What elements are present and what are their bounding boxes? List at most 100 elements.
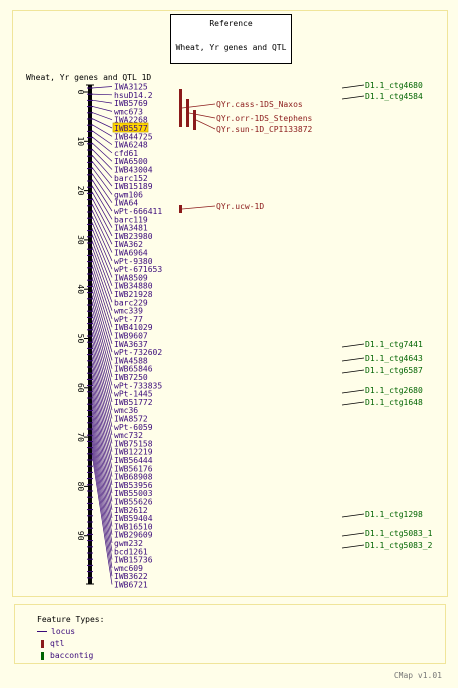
marker-label[interactable]: IWA3637 [114, 340, 148, 349]
contig-leader-line [341, 544, 365, 549]
marker-label[interactable]: IWB53956 [114, 481, 153, 490]
marker-label[interactable]: IWB44725 [114, 132, 153, 141]
contig-label[interactable]: D1.1_ctg4643 [365, 354, 423, 363]
marker-label[interactable]: IWB56176 [114, 464, 153, 473]
map-title[interactable]: Wheat, Yr genes and QTL 1D [26, 73, 152, 82]
qtl-label[interactable]: QYr.ucw-1D [216, 202, 264, 211]
marker-leader-line [91, 301, 113, 378]
marker-label[interactable]: barc152 [114, 174, 148, 183]
marker-leader-line [91, 344, 113, 436]
contig-label[interactable]: D1.1_ctg1298 [365, 510, 423, 519]
qtl-bar[interactable] [179, 205, 182, 213]
marker-leader-line [91, 441, 113, 568]
marker-label[interactable]: IWB12219 [114, 448, 153, 457]
marker-label[interactable]: IWB5577 [114, 124, 148, 133]
contig-label[interactable]: D1.1_ctg5083_1 [365, 529, 433, 538]
marker-label[interactable]: IWA8572 [114, 415, 148, 424]
marker-label[interactable]: hsuD14.2 [114, 91, 153, 100]
marker-label[interactable]: IWB23980 [114, 232, 153, 241]
contig-label[interactable]: D1.1_ctg5083_2 [365, 541, 433, 550]
marker-label[interactable]: IWB43004 [114, 166, 153, 175]
marker-leader-line [91, 399, 113, 510]
contig-label[interactable]: D1.1_ctg6587 [365, 366, 423, 375]
marker-label[interactable]: IWB5769 [114, 99, 148, 108]
marker-label[interactable]: IWB55626 [114, 498, 153, 507]
reference-map-name[interactable]: Wheat, Yr genes and QTL [175, 43, 287, 52]
qtl-leader-line [188, 112, 216, 119]
marker-leader-line [91, 142, 113, 162]
marker-label[interactable]: IWB2612 [114, 506, 148, 515]
marker-label[interactable]: gwm106 [114, 190, 143, 199]
marker-label[interactable]: wPt-6059 [114, 423, 153, 432]
marker-label[interactable]: wPt-1445 [114, 390, 153, 399]
marker-label[interactable]: gwm232 [114, 539, 143, 548]
marker-label[interactable]: IWB41029 [114, 323, 153, 332]
qtl-bar[interactable] [186, 99, 189, 127]
contig-label[interactable]: D1.1_ctg4584 [365, 92, 423, 101]
legend-box: Feature Types: locus qtl baccontig [14, 604, 446, 664]
marker-label[interactable]: bcd1261 [114, 547, 148, 556]
marker-label[interactable]: IWA8509 [114, 273, 148, 282]
marker-label[interactable]: barc119 [114, 215, 148, 224]
marker-label[interactable]: wPt-671653 [114, 265, 162, 274]
qtl-bar[interactable] [193, 110, 196, 130]
marker-label[interactable]: IWA6248 [114, 141, 148, 150]
marker-label[interactable]: IWB56444 [114, 456, 153, 465]
marker-label[interactable]: wmc339 [114, 307, 143, 316]
contig-leader-line [341, 401, 365, 406]
marker-label[interactable]: IWB3622 [114, 572, 148, 581]
marker-label[interactable]: cfd61 [114, 149, 138, 158]
marker-label[interactable]: IWA2268 [114, 116, 148, 125]
marker-label[interactable]: wmc609 [114, 564, 143, 573]
qtl-label[interactable]: QYr.orr-1DS_Stephens [216, 114, 313, 123]
marker-leader-line [91, 386, 113, 494]
marker-label[interactable]: wPt-666411 [114, 207, 162, 216]
marker-label[interactable]: wPt-77 [114, 315, 143, 324]
marker-leader-line [91, 338, 113, 427]
marker-label[interactable]: IWB55003 [114, 489, 153, 498]
marker-label[interactable]: IWB59404 [114, 514, 153, 523]
qtl-label[interactable]: QYr.cass-1DS_Naxos [216, 100, 303, 109]
marker-label[interactable]: IWB68908 [114, 473, 153, 482]
marker-label[interactable]: IWB21928 [114, 290, 153, 299]
marker-label[interactable]: IWB15736 [114, 556, 153, 565]
contig-label[interactable]: D1.1_ctg2680 [365, 386, 423, 395]
marker-leader-line [91, 417, 113, 535]
marker-label[interactable]: IWB16510 [114, 522, 153, 531]
marker-leader-line [91, 124, 113, 137]
contig-label[interactable]: D1.1_ctg7441 [365, 340, 423, 349]
contig-label[interactable]: D1.1_ctg4680 [365, 81, 423, 90]
marker-label[interactable]: wmc36 [114, 406, 138, 415]
marker-label[interactable]: IWA362 [114, 240, 143, 249]
marker-label[interactable]: wPt-732602 [114, 348, 162, 357]
marker-label[interactable]: IWB51772 [114, 398, 153, 407]
contig-leader-line [341, 357, 365, 362]
marker-label[interactable]: IWB29609 [114, 531, 153, 540]
marker-leader-line [91, 435, 113, 560]
marker-label[interactable]: wPt-733835 [114, 381, 162, 390]
marker-label[interactable]: IWB7250 [114, 373, 148, 382]
contig-leader-line [341, 84, 365, 89]
marker-label[interactable]: wmc673 [114, 107, 143, 116]
marker-label[interactable]: IWA64 [114, 199, 138, 208]
marker-label[interactable]: IWB9607 [114, 332, 148, 341]
marker-label[interactable]: IWB75158 [114, 439, 153, 448]
marker-label[interactable]: IWB65846 [114, 365, 153, 374]
marker-label[interactable]: IWA4588 [114, 356, 148, 365]
marker-label[interactable]: IWA3125 [114, 83, 148, 92]
marker-label[interactable]: IWA3481 [114, 224, 148, 233]
contig-label[interactable]: D1.1_ctg1648 [365, 398, 423, 407]
qtl-label[interactable]: QYr.sun-1D_CPI133872 [216, 125, 313, 134]
marker-leader-line [91, 325, 113, 411]
reference-box[interactable]: Reference Wheat, Yr genes and QTL [170, 14, 292, 64]
marker-label[interactable]: wPt-9380 [114, 257, 153, 266]
marker-label[interactable]: IWB6721 [114, 581, 148, 590]
marker-leader-line [91, 234, 113, 286]
marker-label[interactable]: IWA6500 [114, 157, 148, 166]
marker-label[interactable]: barc229 [114, 298, 148, 307]
qtl-bar[interactable] [179, 89, 182, 127]
marker-label[interactable]: IWB34880 [114, 282, 153, 291]
marker-label[interactable]: IWA6964 [114, 249, 148, 258]
marker-label[interactable]: IWB15189 [114, 182, 153, 191]
marker-label[interactable]: wmc732 [114, 431, 143, 440]
